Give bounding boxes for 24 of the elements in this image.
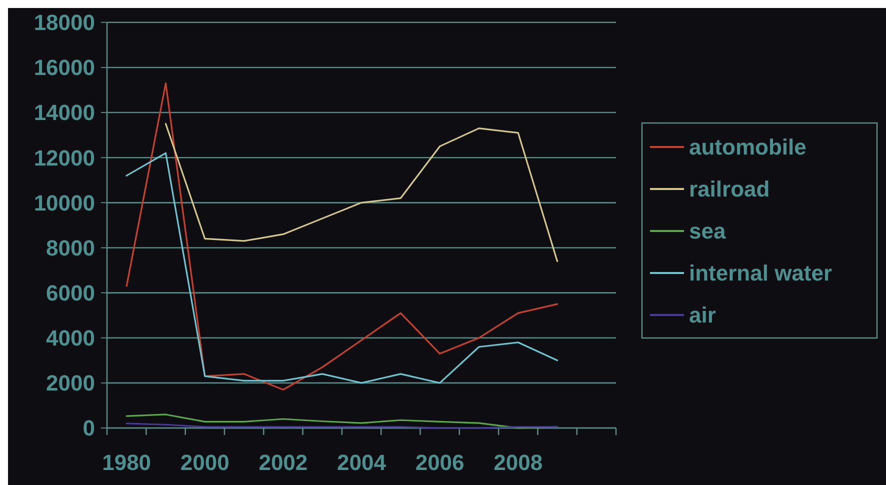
- y-tick-label: 0: [82, 416, 95, 441]
- x-tick-label: 2000: [180, 450, 230, 475]
- legend-label: sea: [689, 218, 726, 244]
- y-tick-label: 14000: [34, 100, 95, 126]
- legend-label: internal water: [689, 260, 832, 286]
- x-tick-label: 2006: [415, 450, 464, 475]
- line-series: [164, 123, 558, 262]
- y-tick-label: 18000: [34, 10, 95, 36]
- y-tick-label: 10000: [34, 190, 95, 216]
- x-tick-label: 2004: [337, 450, 387, 475]
- y-tick-label: 8000: [46, 235, 95, 260]
- legend-label: automobile: [689, 134, 806, 160]
- y-tick-label: 4000: [46, 326, 95, 351]
- x-tick-label: 2002: [258, 450, 308, 475]
- y-tick-label: 12000: [34, 145, 95, 170]
- y-tick-label: 2000: [46, 370, 95, 396]
- legend-label: air: [689, 302, 716, 328]
- x-tick-label: 1980: [102, 450, 152, 475]
- line-series: [126, 82, 558, 390]
- x-tick-label: 2008: [494, 450, 543, 475]
- y-tick-label: 6000: [46, 280, 95, 306]
- legend-label: railroad: [689, 176, 770, 202]
- line-series: [126, 152, 558, 384]
- y-tick-label: 16000: [34, 55, 95, 80]
